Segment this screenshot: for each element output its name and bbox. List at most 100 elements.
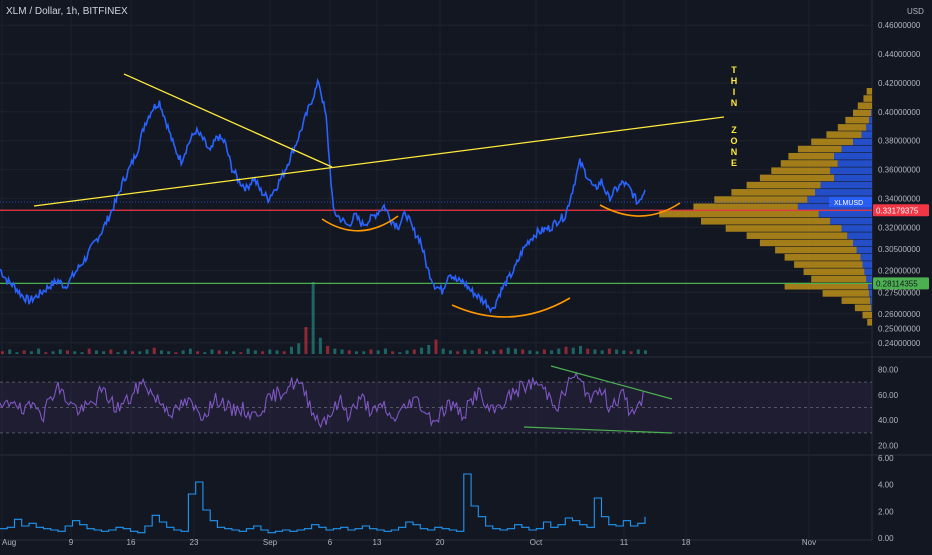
volume-bar [578,345,582,354]
thin-zone-letter: E [731,158,737,168]
volume-profile-bar [857,102,872,110]
volume-bar [282,351,286,354]
volume-bar [412,349,416,354]
volume-profile-bar [834,174,872,182]
volume-profile-bar [860,254,872,261]
volume-bar [167,351,171,354]
price-axis-label: 0.24000000 [878,339,921,348]
volume-bar [73,351,77,354]
volume-profile-bar [853,109,872,117]
pattern-arc[interactable] [599,202,681,217]
price-axis-label: 0.42000000 [878,79,921,88]
volume-bar [66,350,70,354]
volume-bar [203,352,207,354]
volume-profile-bar [869,116,872,124]
volume-profile-bar [693,203,798,211]
volume-bar [181,350,185,354]
volume-profile-bar [820,181,872,189]
rsi-axis-label: 40.00 [878,416,899,425]
thin-zone-letter: Z [731,125,737,135]
price-axis-label: 0.25000000 [878,324,921,333]
price-axis-label: 0.38000000 [878,137,921,146]
volume-profile-bar [830,167,872,175]
volume-profile-bar [788,152,834,160]
volume-bar [131,351,135,354]
current-price-tag-bg [873,204,929,217]
volume-bar [593,349,597,354]
volume-bar [80,352,84,354]
time-axis-label: 23 [190,538,199,547]
volume-bar [196,351,200,354]
support-price-tag-bg [873,277,929,290]
volume-profile-bar [826,131,862,138]
volume-bar [355,351,359,354]
volume-bar [123,350,127,354]
volume-profile-bar [861,131,872,138]
time-axis-label: 9 [69,538,74,547]
volume-bar [513,348,517,354]
pattern-arc[interactable] [451,297,571,318]
volume-bar [333,348,337,354]
volume-profile-bar [811,275,867,283]
volume-profile-bar [853,138,872,146]
volume-profile-bar [853,239,872,247]
trend-line[interactable] [123,73,333,168]
trend-line[interactable] [33,116,725,207]
symbol-tag: XLMUSD [834,200,863,207]
time-axis-label: 13 [373,538,382,547]
volume-profile-bar [837,160,872,167]
volume-bar [550,350,554,354]
volume-bar [261,351,265,354]
rsi-axis-label: 20.00 [878,442,899,451]
volume-bar [246,348,250,354]
volume-profile-bar [864,268,872,276]
volume-bar [615,349,619,354]
volume-bar [15,352,19,354]
volume-bar [297,343,301,354]
volume-profile-bar [780,160,838,167]
volume-bar [326,345,330,354]
volume-bar [109,349,113,354]
volume-bar [224,351,228,354]
volume-bar [492,350,496,354]
volume-bar [535,351,539,354]
volume-bar [564,346,568,354]
volume-profile-bar [759,174,834,182]
price-axis-label: 0.36000000 [878,166,921,175]
price-series-line [0,77,646,314]
volume-profile-bar [863,95,872,102]
volume-profile-bar [870,297,872,304]
thin-zone-letter: N [731,98,738,108]
pattern-arc[interactable] [321,215,399,232]
volume-profile-bar [775,246,857,254]
volume-bar [44,352,48,354]
volume-profile-bar [867,318,872,326]
volume-bar [557,348,561,354]
rsi-axis-label: 80.00 [878,365,899,374]
volume-bar [253,350,257,354]
volume-profile-bar [815,189,872,196]
volume-profile-bar [797,145,842,153]
volume-bar [239,352,243,354]
volume-bar [398,352,402,354]
volume-bar [391,351,395,354]
volume-profile-bar [784,282,869,290]
volume-profile-bar [837,124,867,131]
volume-bar [94,350,98,354]
rsi-divergence-line[interactable] [523,426,673,434]
volume-bar [383,348,387,354]
volume-bar [427,345,431,354]
rsi-divergence-line[interactable] [550,365,673,400]
volume-profile-bar [811,138,853,146]
volume-bar [58,349,62,354]
volume-profile-bar [731,189,815,196]
volume-bar [152,347,156,354]
volume-bar [268,349,272,354]
volume-bar [188,348,192,354]
volume-profile-bar [871,304,872,312]
volume-profile-bar [771,167,831,175]
volume-profile-bar [862,311,872,319]
volume-bar [8,349,12,354]
